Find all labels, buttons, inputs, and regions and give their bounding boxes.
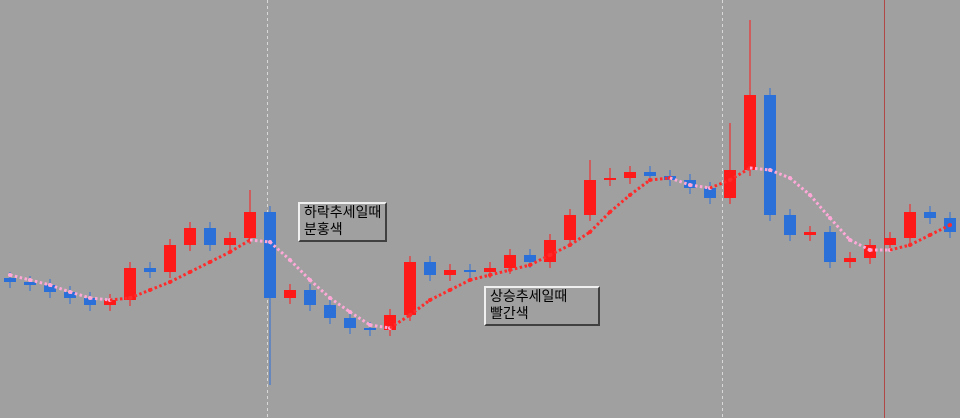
- candle-body: [564, 215, 576, 240]
- candle-body: [704, 188, 716, 198]
- ma-point: [948, 223, 952, 227]
- candle-body: [844, 258, 856, 262]
- candle-body: [104, 300, 116, 305]
- candle-body: [324, 305, 336, 318]
- candle-body: [924, 212, 936, 218]
- candle-body: [264, 212, 276, 298]
- candle-body: [244, 212, 256, 238]
- candle-body: [464, 270, 476, 272]
- ma-segment: [329, 296, 351, 314]
- ma-segment: [89, 296, 111, 302]
- candle-body: [804, 232, 816, 235]
- ma-segment: [689, 183, 711, 190]
- ma-segment: [389, 313, 411, 330]
- candle-body: [824, 232, 836, 262]
- ma-segment: [609, 193, 631, 214]
- ma-segment: [69, 290, 91, 300]
- candle-body: [544, 240, 556, 262]
- candle-body: [604, 178, 616, 180]
- ma-segment: [849, 238, 871, 252]
- ma-segment: [229, 238, 251, 254]
- candle-body: [764, 95, 776, 215]
- candle-body: [504, 255, 516, 268]
- ma-segment: [729, 166, 751, 182]
- candle-body: [304, 290, 316, 305]
- ma-segment: [109, 296, 131, 302]
- ma-segment: [129, 288, 151, 300]
- ma-segment: [349, 310, 371, 327]
- candle-body: [224, 238, 236, 245]
- ma-segment: [808, 194, 832, 219]
- candle-body: [784, 215, 796, 235]
- candle-body: [84, 298, 96, 305]
- candle-body: [584, 180, 596, 215]
- candle-body: [4, 278, 16, 282]
- candle-body: [404, 262, 416, 315]
- candle-body: [724, 170, 736, 198]
- ma-segment: [409, 298, 431, 317]
- candle-body: [524, 255, 536, 262]
- ma-segment: [749, 166, 771, 172]
- candle-body: [124, 268, 136, 300]
- ma-segment: [209, 250, 231, 264]
- ma-segment: [288, 258, 312, 282]
- ma-segment: [249, 238, 271, 244]
- candle-body: [484, 268, 496, 272]
- ma-segment: [49, 283, 71, 294]
- ma-segment: [169, 270, 191, 284]
- candle-body: [24, 282, 36, 285]
- ma-segment: [649, 176, 671, 182]
- ma-segment: [429, 288, 451, 302]
- candle-body: [144, 268, 156, 272]
- ma-segment: [789, 176, 811, 197]
- ma-segment: [489, 268, 511, 277]
- candle-body: [444, 270, 456, 275]
- annotation-line: 빨간색: [490, 306, 529, 322]
- ma-segment: [268, 240, 292, 262]
- ma-segment: [369, 323, 391, 330]
- ma-segment: [509, 263, 531, 272]
- candle-body: [364, 328, 376, 330]
- annotation-line: 상승추세일때: [490, 289, 568, 305]
- candle-body: [624, 172, 636, 178]
- ma-segment: [569, 230, 591, 247]
- candle-body: [884, 238, 896, 245]
- ma-segment: [909, 233, 931, 247]
- annotation-line: 하락추세일때: [304, 205, 382, 221]
- ma-segment: [469, 273, 491, 282]
- candle-body: [204, 228, 216, 245]
- ma-segment: [929, 223, 951, 237]
- ma-segment: [29, 278, 51, 287]
- candle-body: [44, 285, 56, 292]
- annotation: 상승추세일때 빨간색: [484, 286, 600, 326]
- annotation-line: 분홍색: [304, 222, 343, 238]
- candle-body: [344, 318, 356, 328]
- candle-body: [744, 95, 756, 170]
- ma-segment: [549, 243, 571, 257]
- candle-body: [184, 228, 196, 245]
- ma-segment: [149, 280, 171, 292]
- ma-segment: [629, 178, 651, 197]
- candle-body: [164, 245, 176, 272]
- ma-segment: [308, 278, 332, 300]
- ma-segment: [9, 273, 31, 282]
- candle-body: [424, 262, 436, 275]
- candle-body: [64, 292, 76, 298]
- ma-segment: [189, 260, 211, 274]
- candle-body: [644, 172, 656, 176]
- ma-segment: [669, 176, 691, 187]
- ma-segment: [769, 168, 791, 180]
- annotation: 하락추세일때 분홍색: [298, 202, 388, 242]
- ma-segment: [529, 253, 551, 267]
- candle-body: [904, 212, 916, 238]
- ma-segment: [709, 178, 731, 190]
- ma-segment: [449, 278, 471, 292]
- ma-segment: [889, 243, 911, 252]
- candle-body: [284, 290, 296, 298]
